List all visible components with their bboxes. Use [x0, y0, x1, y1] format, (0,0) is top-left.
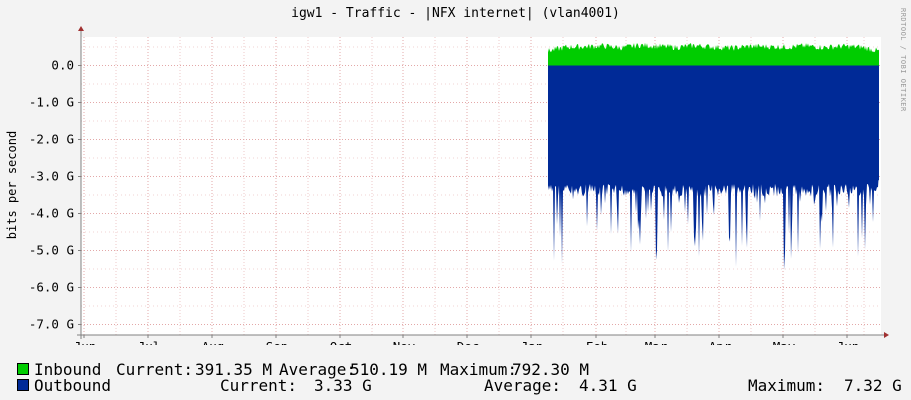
x-tick-label: Nov — [393, 339, 416, 345]
x-tick-label: Jan — [521, 339, 544, 345]
x-tick-label: May — [773, 339, 796, 345]
inbound-area — [548, 42, 879, 66]
outbound-average: 4.31 G — [579, 376, 637, 395]
y-tick-label: 0.0 — [51, 58, 74, 73]
series-layer — [547, 42, 880, 281]
legend-row-inbound: Inbound Current: 391.35 M Average: 510.1… — [0, 360, 911, 379]
inbound-maximum-label: Maximum: — [440, 360, 518, 379]
x-tick-label: Aug — [202, 339, 225, 345]
outbound-maximum-label: Maximum: — [748, 376, 826, 395]
outbound-current: 3.33 G — [314, 376, 372, 395]
outbound-swatch — [17, 379, 29, 391]
inbound-name: Inbound — [34, 360, 102, 379]
x-tick-label: Mar — [645, 339, 668, 345]
x-tick-label: Jun — [837, 339, 860, 345]
y-tick-label: -1.0 G — [29, 95, 74, 110]
inbound-maximum: 792.30 M — [512, 360, 590, 379]
x-tick-label: Oct — [330, 339, 353, 345]
outbound-name: Outbound — [34, 376, 112, 395]
y-tick-label: -7.0 G — [29, 317, 74, 332]
axes-layer — [77, 26, 889, 339]
x-tick-label: Apr — [709, 339, 732, 345]
x-axis-arrow — [884, 332, 889, 338]
outbound-body — [548, 65, 879, 181]
y-tick-label: -4.0 G — [29, 206, 74, 221]
chart-title: igw1 - Traffic - |NFX internet| (vlan400… — [291, 6, 620, 21]
inbound-average-label: Average: — [279, 360, 357, 379]
inbound-swatch — [17, 363, 29, 375]
x-tick-label: Dec — [457, 339, 480, 345]
x-tick-label: Jul — [138, 339, 161, 345]
y-tick-labels: 0.0 -1.0 G -2.0 G -3.0 G -4.0 G -5.0 G -6.0 G -… — [29, 58, 74, 332]
x-tick-label: Jun — [74, 339, 97, 345]
x-tick-label: Sep — [266, 339, 289, 345]
x-tick-label: Feb — [586, 339, 609, 345]
y-tick-label: -6.0 G — [29, 280, 74, 295]
outbound-maximum: 7.32 G — [844, 376, 902, 395]
inbound-average: 510.19 M — [350, 360, 428, 379]
outbound-current-label: Current: — [220, 376, 298, 395]
y-tick-label: -5.0 G — [29, 243, 74, 258]
inbound-current-label: Current: — [116, 360, 194, 379]
y-tick-label: -2.0 G — [29, 132, 74, 147]
inbound-current: 391.35 M — [195, 360, 273, 379]
outbound-average-label: Average: — [484, 376, 562, 395]
y-tick-label: -3.0 G — [29, 169, 74, 184]
y-axis-arrow — [78, 26, 84, 31]
legend-row-outbound: Outbound Current: 3.33 G Average: 4.31 G… — [0, 376, 911, 395]
rrdtool-watermark: RRDTOOL / TOBI OETIKER — [899, 8, 907, 112]
x-tick-labels: Jun Jul Aug Sep Oct Nov Dec Jan Feb Mar Apr May Jun — [74, 339, 860, 345]
traffic-chart: 0.0 -1.0 G -2.0 G -3.0 G -4.0 G -5.0 G -6.0 G -… — [29, 26, 889, 345]
